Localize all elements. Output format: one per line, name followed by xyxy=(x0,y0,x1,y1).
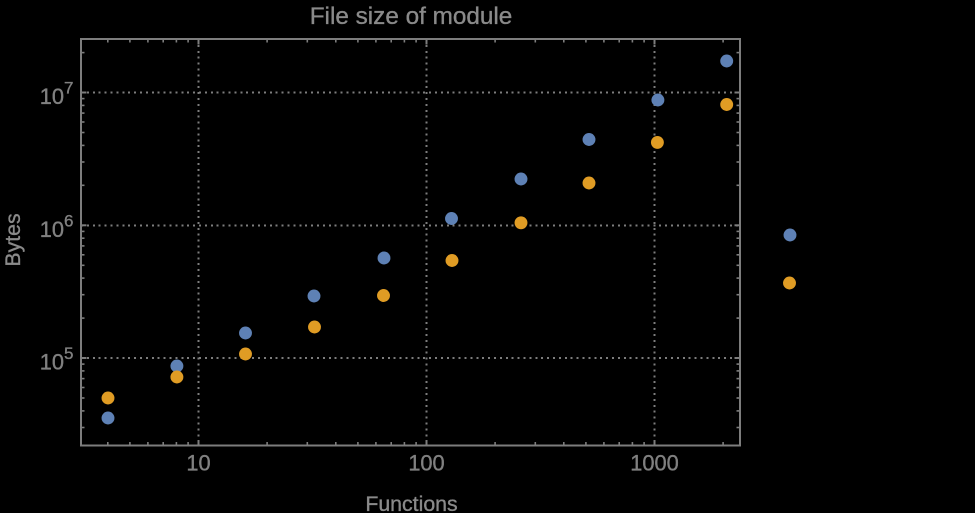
svg-text:10: 10 xyxy=(186,451,210,476)
svg-text:100: 100 xyxy=(408,451,444,476)
svg-text:File size of module: File size of module xyxy=(310,3,513,30)
svg-text:106: 106 xyxy=(40,211,74,242)
svg-text:107: 107 xyxy=(40,79,74,110)
svg-text:105: 105 xyxy=(40,344,74,375)
svg-text:Bytes: Bytes xyxy=(1,213,25,266)
svg-text:Functions: Functions xyxy=(365,492,457,513)
svg-text:1000: 1000 xyxy=(630,451,679,476)
